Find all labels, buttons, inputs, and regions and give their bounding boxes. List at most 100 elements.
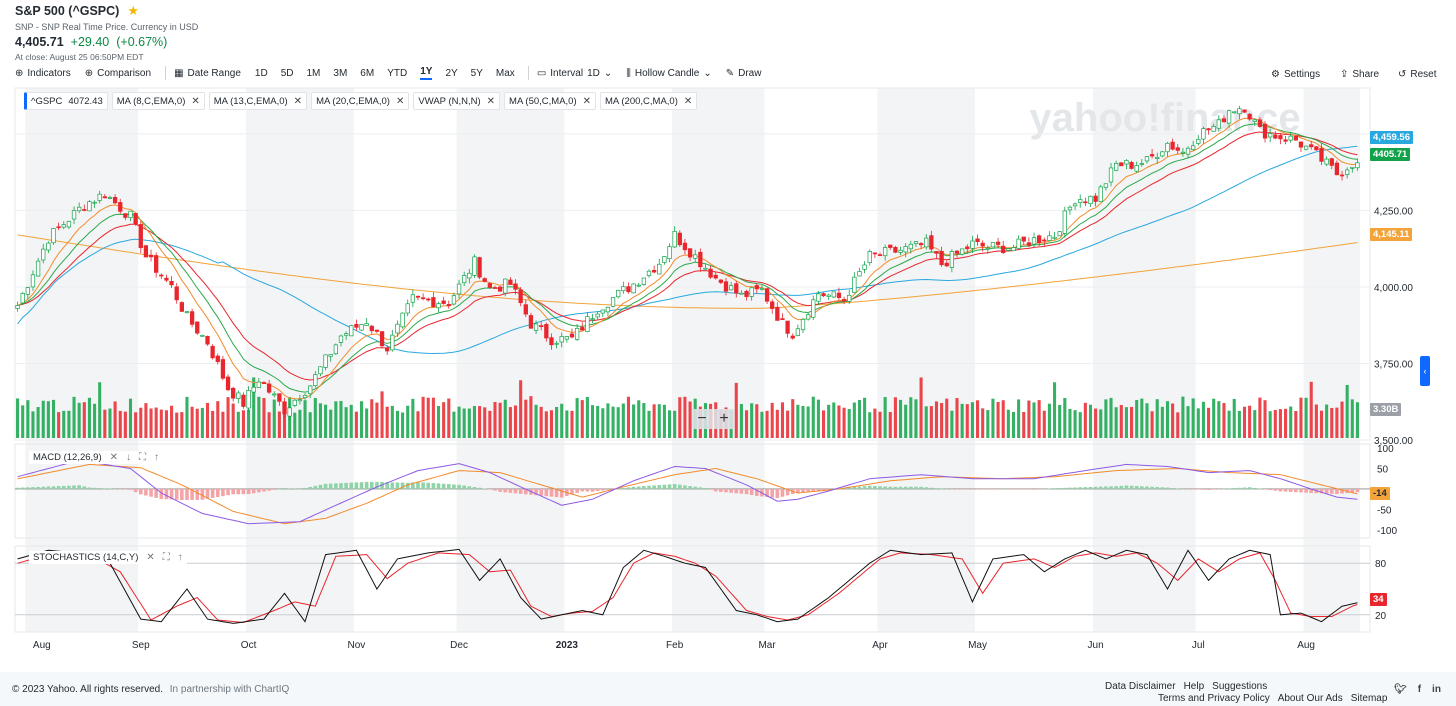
- month-band: [877, 88, 975, 632]
- macd-histogram-bar: [554, 488, 559, 498]
- arrow-down-icon[interactable]: ↓: [126, 452, 132, 463]
- range-1y[interactable]: 1Y: [420, 66, 433, 80]
- side-panel-toggle[interactable]: ‹: [1420, 356, 1430, 386]
- reset-label: Reset: [1410, 69, 1437, 80]
- candle-body: [841, 299, 847, 301]
- study-chip-symbol[interactable]: ^GSPC 4072.43: [24, 92, 108, 110]
- draw-button[interactable]: ✎ Draw: [726, 68, 762, 79]
- close-icon[interactable]: ✕: [146, 552, 155, 563]
- study-chip-ma20[interactable]: MA (20,C,EMA,0) ✕: [311, 92, 410, 110]
- indicators-button[interactable]: ⊕ Indicators: [15, 68, 71, 79]
- footer-link-help[interactable]: Help: [1183, 681, 1205, 692]
- volume-label: 3.30B: [1370, 403, 1402, 416]
- arrow-up-icon[interactable]: ↑: [177, 552, 183, 563]
- volume-bar: [134, 412, 138, 438]
- footer-link-suggestions[interactable]: Suggestions: [1212, 681, 1268, 692]
- macd-histogram-bar: [575, 488, 579, 493]
- chart-type-dropdown[interactable]: ⫼ Hollow Candle ⌄: [626, 68, 711, 79]
- macd-histogram-bar: [544, 488, 549, 497]
- footer-link-sitemap[interactable]: Sitemap: [1350, 693, 1388, 704]
- footer-copyright: © 2023 Yahoo. All rights reserved. In pa…: [12, 684, 289, 695]
- candle-body: [698, 251, 703, 268]
- study-chip-ma8[interactable]: MA (8,C,EMA,0) ✕: [111, 92, 205, 110]
- candle-body: [359, 324, 364, 331]
- study-chip-vwap[interactable]: VWAP (N,N,N) ✕: [413, 92, 501, 110]
- candle-body: [41, 248, 46, 261]
- macd-histogram-bar: [857, 486, 862, 489]
- expand-icon[interactable]: ⛶: [162, 552, 170, 563]
- candle-body: [554, 342, 559, 345]
- volume-bar: [678, 397, 682, 438]
- close-icon[interactable]: ✕: [109, 452, 119, 463]
- range-1m[interactable]: 1M: [306, 67, 321, 79]
- volume-bar: [662, 404, 666, 438]
- range-6m[interactable]: 6M: [360, 67, 375, 79]
- candle-body: [189, 311, 195, 325]
- zoom-out-button[interactable]: −: [692, 409, 712, 429]
- macd-histogram-bar: [436, 483, 441, 489]
- linkedin-icon[interactable]: in: [1432, 684, 1441, 695]
- close-icon[interactable]: ✕: [683, 95, 693, 107]
- macd-histogram-bar: [1196, 488, 1201, 490]
- study-chip-ma200[interactable]: MA (200,C,MA,0) ✕: [600, 92, 698, 110]
- candle-body: [1211, 126, 1216, 132]
- volume-bar: [483, 407, 487, 438]
- volume-bar: [1309, 381, 1313, 438]
- candle-body: [1201, 128, 1206, 140]
- candle-body: [1129, 162, 1134, 169]
- study-chip-ma50[interactable]: MA (50,C,MA,0) ✕: [504, 92, 597, 110]
- macd-histogram-bar: [267, 488, 271, 491]
- footer-link-terms[interactable]: Terms and Privacy Policy: [1158, 693, 1270, 704]
- close-icon[interactable]: ✕: [293, 95, 303, 107]
- range-3m[interactable]: 3M: [333, 67, 348, 79]
- footer-link-ads[interactable]: About Our Ads: [1277, 693, 1343, 704]
- macd-histogram-bar: [755, 488, 759, 496]
- candle-body: [1072, 203, 1078, 207]
- interval-dropdown[interactable]: ▭ Interval 1D ⌄: [537, 68, 612, 79]
- expand-icon[interactable]: ⛶: [139, 452, 147, 463]
- zoom-in-button[interactable]: +: [714, 409, 734, 429]
- close-icon[interactable]: ✕: [191, 95, 200, 107]
- date-range-button[interactable]: ▦ Date Range: [174, 68, 241, 79]
- range-1d[interactable]: 1D: [254, 67, 268, 79]
- reset-button[interactable]: ↺ Reset: [1398, 69, 1437, 80]
- close-icon[interactable]: ✕: [395, 95, 405, 107]
- volume-bar: [560, 403, 564, 438]
- comparison-button[interactable]: ⊕ Comparison: [85, 68, 151, 79]
- volume-bar: [811, 396, 815, 438]
- reset-icon: ↺: [1398, 69, 1407, 80]
- candle-body: [338, 335, 344, 343]
- arrow-up-icon[interactable]: ↑: [154, 452, 160, 463]
- candle-body: [1062, 210, 1067, 234]
- candle-body: [1257, 119, 1263, 127]
- macd-histogram-bar: [1283, 488, 1288, 492]
- facebook-icon[interactable]: f: [1417, 684, 1422, 695]
- star-icon[interactable]: ★: [127, 3, 139, 18]
- candle-body: [282, 401, 287, 415]
- study-chip-ma13[interactable]: MA (13,C,EMA,0) ✕: [208, 92, 308, 110]
- range-max[interactable]: Max: [495, 67, 515, 79]
- macd-histogram-bar: [411, 482, 415, 489]
- candle-body: [662, 256, 667, 263]
- twitter-icon[interactable]: 🐦︎: [1394, 684, 1407, 695]
- candle-body: [580, 327, 585, 331]
- candle-body: [35, 260, 41, 277]
- stock-chart[interactable]: yahoo!finance 4,500.004,250.004,000.003,…: [0, 0, 1456, 672]
- footer-link-disclaimer[interactable]: Data Disclaimer: [1105, 681, 1176, 692]
- share-button[interactable]: ⇪ Share: [1340, 69, 1379, 80]
- macd-histogram-bar: [585, 488, 590, 492]
- close-icon[interactable]: ✕: [486, 95, 496, 107]
- quote-header: S&P 500 (^GSPC) ★ SNP - SNP Real Time Pr…: [15, 3, 198, 62]
- candle-body: [1160, 151, 1165, 157]
- range-5y[interactable]: 5Y: [470, 67, 483, 79]
- range-ytd[interactable]: YTD: [387, 67, 408, 79]
- macd-histogram-bar: [1124, 485, 1129, 489]
- settings-button[interactable]: ⚙ Settings: [1271, 69, 1320, 80]
- close-icon[interactable]: ✕: [582, 95, 592, 107]
- range-5d[interactable]: 5D: [280, 67, 294, 79]
- candle-body: [739, 292, 744, 295]
- stoch-panel-label: STOCHASTICS (14,C,Y) ✕ ⛶ ↑: [29, 551, 187, 564]
- candle-body: [1221, 118, 1227, 123]
- range-2y[interactable]: 2Y: [445, 67, 458, 79]
- volume-bar: [688, 401, 692, 438]
